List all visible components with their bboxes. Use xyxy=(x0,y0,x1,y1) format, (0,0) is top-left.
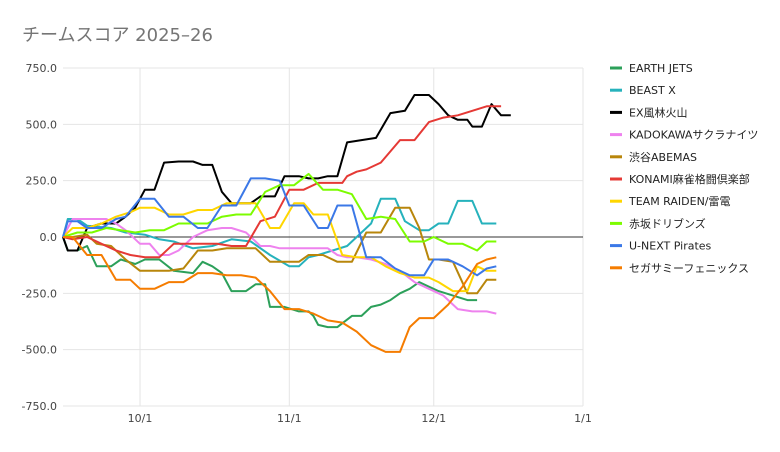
legend-label: TEAM RAIDEN/雷電 xyxy=(628,195,731,208)
series-lines xyxy=(62,94,511,353)
y-tick-label: 0.0 xyxy=(40,231,58,244)
legend-item: KONAMI麻雀格闘倶楽部 xyxy=(610,172,750,186)
legend-item: TEAM RAIDEN/雷電 xyxy=(610,195,731,208)
legend-item: 渋谷ABEMAS xyxy=(610,151,697,164)
series-line-- xyxy=(63,236,497,353)
legend-item: U-NEXT Pirates xyxy=(610,240,712,253)
legend-label: EX風林火山 xyxy=(629,105,688,119)
legend-label: BEAST X xyxy=(629,84,676,97)
y-tick-label: 750.0 xyxy=(26,62,58,75)
legend-label: EARTH JETS xyxy=(629,62,693,75)
x-tick-label: 1/1 xyxy=(574,412,592,425)
x-tick-label: 10/1 xyxy=(128,412,153,425)
x-tick-label: 12/1 xyxy=(421,412,446,425)
legend-item: 赤坂ドリブンズ xyxy=(610,216,706,230)
legend-label: 渋谷ABEMAS xyxy=(629,151,697,164)
series-line-kadokawa- xyxy=(62,218,497,315)
legend-item: EARTH JETS xyxy=(610,62,693,75)
legend-label: KONAMI麻雀格闘倶楽部 xyxy=(629,172,750,186)
series-line-team-raiden- xyxy=(62,202,497,293)
series-line-- xyxy=(62,172,497,252)
chart-title: チームスコア 2025–26 xyxy=(22,25,213,46)
y-tick-label: -250.0 xyxy=(22,287,57,300)
legend-label: 赤坂ドリブンズ xyxy=(629,216,706,230)
series-line-konami- xyxy=(62,105,502,259)
legend-item: EX風林火山 xyxy=(610,105,688,119)
series-line-u-next-pirates xyxy=(62,177,497,277)
legend: EARTH JETS BEAST X EX風林火山 KADOKAWAサクラナイツ渋谷A… xyxy=(610,62,758,275)
y-tick-label: 500.0 xyxy=(26,118,58,131)
y-tick-label: 250.0 xyxy=(26,175,58,188)
y-tick-label: -500.0 xyxy=(22,344,57,357)
legend-item: KADOKAWAサクラナイツ xyxy=(610,129,758,142)
axes: 750.0 500.0 250.0 0.0 -250.0 -500.0 -750.0 10/1… xyxy=(22,62,592,425)
legend-label: セガサミーフェニックス xyxy=(629,262,749,275)
x-tick-label: 11/1 xyxy=(277,412,302,425)
legend-item: BEAST X xyxy=(610,84,676,97)
y-tick-label: -750.0 xyxy=(22,400,57,413)
series-line-beast-x xyxy=(62,197,497,268)
legend-item: セガサミーフェニックス xyxy=(610,262,749,275)
legend-label: KADOKAWAサクラナイツ xyxy=(629,129,758,142)
legend-label: U-NEXT Pirates xyxy=(629,240,712,253)
